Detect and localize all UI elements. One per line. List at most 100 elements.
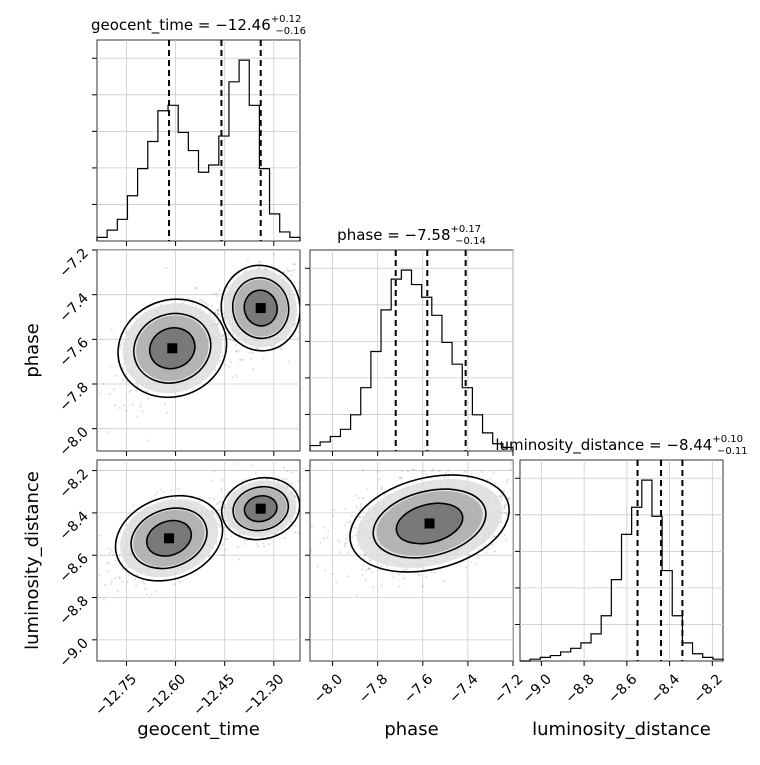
scatter-point [503,534,507,537]
scatter-point [114,374,117,377]
scatter-point [310,525,314,528]
density-peak [167,343,178,354]
scatter-point [506,513,509,516]
scatter-point [144,587,147,591]
contour-line [372,488,487,559]
scatter-point [113,404,117,407]
scatter-point [503,504,506,507]
scatter-point [359,508,362,511]
scatter-point [344,507,347,511]
scatter-point [360,568,364,571]
scatter-point [411,452,413,454]
scatter-point [223,311,226,315]
scatter-point [177,488,180,491]
scatter-point [345,521,349,524]
scatter-point [259,261,262,264]
scatter-point [213,470,216,473]
contour-line [114,494,224,582]
scatter-point [98,574,101,577]
scatter-point [504,511,507,514]
density-peak [424,518,435,529]
scatter-point [335,581,338,584]
tick-label-y-phase: −8.0 [56,424,91,459]
scatter-point [213,498,216,501]
scatter-point [97,547,99,550]
scatter-point [231,332,235,336]
scatter-point [221,543,225,546]
contour-line [145,519,193,557]
panel-title-luminosity_distance: luminosity_distance = −8.44+0.10 −0.11 [495,434,747,457]
scatter-point [365,569,368,572]
scatter-point [216,312,219,315]
scatter-point [187,297,190,300]
scatter-point [262,545,266,548]
scatter-point [368,567,372,570]
tick-label-x-luminosity_distance: −8.2 [691,671,726,706]
histogram-panel-geocent_time [92,39,301,242]
scatter-point [505,538,508,541]
scatter-point [332,514,335,518]
scatter-point [290,521,293,524]
scatter-point [222,514,225,517]
scatter-point [392,576,395,579]
scatter-point [467,476,470,479]
scatter-point [254,472,257,475]
tick-label-x-luminosity_distance: −8.4 [648,671,683,706]
scatter-point [232,339,235,342]
scatter-point [350,514,353,517]
scatter-point [489,477,492,480]
scatter-point [191,302,194,305]
scatter-point [224,363,227,367]
scatter-point [298,289,300,292]
panel-content [82,460,300,661]
tick-label-x-phase: −8.0 [311,671,346,706]
scatter-point [326,536,329,539]
scatter-point [286,269,290,273]
scatter-point [353,526,357,530]
scatter-point [159,488,162,491]
scatter-point [355,505,358,509]
scatter-point [218,500,221,504]
tick-label-y-luminosity_distance: −9.0 [56,635,91,670]
scatter-point [290,482,293,485]
scatter-point [227,286,230,289]
contour-line [395,502,464,545]
scatter-point [324,569,327,572]
scatter-point [511,536,513,539]
scatter-point [116,589,120,593]
scatter-point [345,541,348,544]
scatter-point [506,478,509,481]
scatter-point [380,565,383,568]
scatter-point [446,469,450,472]
scatter-point [339,551,342,554]
scatter-point [120,580,124,583]
scatter-point [297,336,300,340]
scatter-point [367,567,370,570]
scatter-point [163,402,167,405]
scatter-point [292,263,295,266]
scatter-point [131,403,135,407]
scatter-point [229,338,232,341]
scatter-point [239,358,243,361]
scatter-point [217,320,220,323]
scatter-point [371,571,374,574]
scatter-point [82,546,84,548]
tick-label-x-phase: −7.6 [401,671,436,706]
scatter-point [257,545,260,548]
scatter-point [413,468,416,472]
scatter-point [262,542,265,545]
scatter-point [227,337,230,341]
scatter-point [283,536,286,540]
scatter-point [222,506,225,509]
scatter-point [217,313,220,317]
scatter-point [110,580,113,583]
contour-line [220,264,300,352]
scatter-point [294,263,297,266]
contour-line [349,474,510,573]
tick-label-x-luminosity_distance: −8.6 [605,671,640,706]
scatter-point [470,472,473,475]
y-axis-title-phase: phase [22,323,43,377]
scatter-point [363,557,366,560]
contour-line [243,289,278,327]
